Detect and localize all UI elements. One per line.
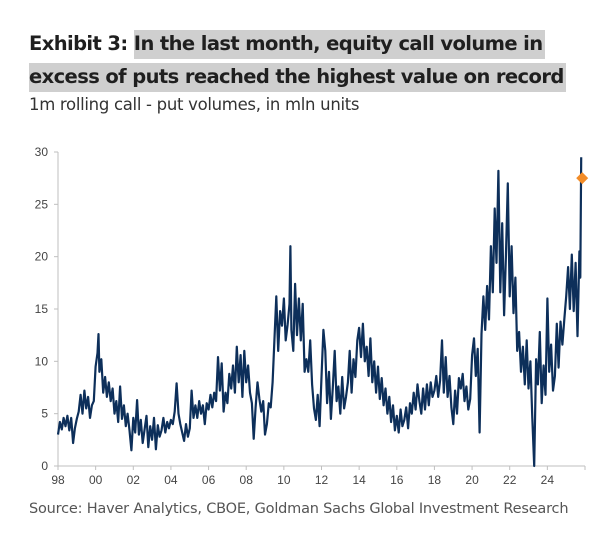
y-tick-label: 10 [35, 354, 49, 368]
x-tick-label: 98 [51, 473, 65, 487]
chart-subtitle: 1m rolling call - put volumes, in mln un… [29, 95, 360, 114]
x-tick-label: 00 [89, 473, 103, 487]
title-highlight-1: In the last month, equity call volume in [133, 30, 545, 59]
y-tick-label: 25 [35, 197, 49, 211]
x-tick-label: 22 [503, 473, 517, 487]
x-tick-label: 02 [127, 473, 141, 487]
x-tick-label: 20 [465, 473, 479, 487]
axes: 0 5 10 15 20 25 30 98 00 02 04 06 08 10 12 14 16 18 20 22 24 [35, 145, 586, 487]
x-tick-label: 12 [315, 473, 329, 487]
x-tick-label: 18 [428, 473, 442, 487]
x-tick-label: 04 [164, 473, 178, 487]
y-tick-label: 20 [35, 250, 49, 264]
title-block: Exhibit 3: In the last month, equity cal… [29, 27, 589, 93]
y-tick-label: 15 [35, 302, 49, 316]
exhibit-label: Exhibit 3: [29, 32, 128, 55]
title-line-2: excess of puts reached the highest value… [29, 60, 589, 93]
x-tick-label: 08 [240, 473, 254, 487]
latest-value-marker [576, 172, 589, 185]
chart-marks [56, 157, 589, 468]
source-note: Source: Haver Analytics, CBOE, Goldman S… [29, 501, 569, 517]
x-tick-label: 06 [202, 473, 216, 487]
x-tick-label: 10 [277, 473, 291, 487]
title-highlight-2: excess of puts reached the highest value… [29, 63, 566, 92]
y-tick-label: 30 [35, 145, 49, 159]
x-tick-label: 24 [541, 473, 555, 487]
y-tick-label: 0 [41, 459, 48, 473]
x-tick-label: 14 [352, 473, 366, 487]
y-tick-label: 5 [41, 407, 48, 421]
series-line-call-minus-put [56, 157, 583, 468]
x-tick-label: 16 [390, 473, 404, 487]
title-line-1: Exhibit 3: In the last month, equity cal… [29, 27, 589, 60]
